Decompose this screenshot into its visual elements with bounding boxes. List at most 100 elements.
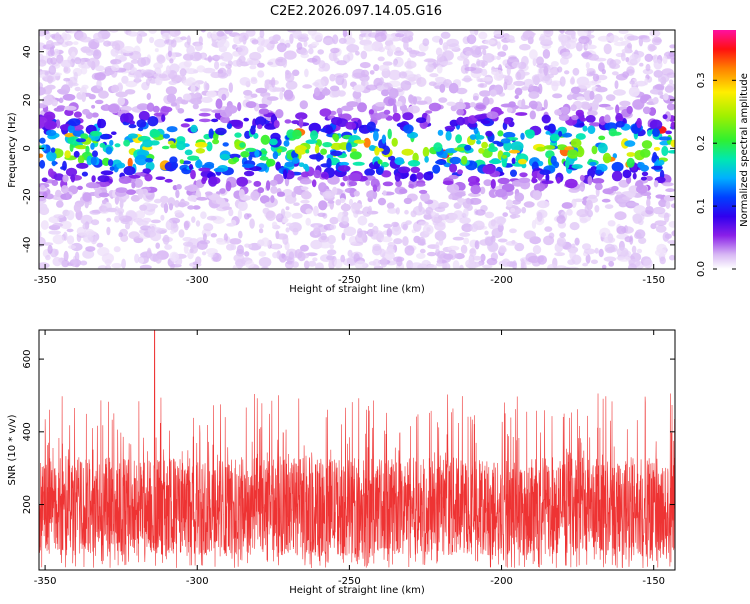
heatmap-cell xyxy=(532,190,542,201)
heatmap-cell xyxy=(141,72,152,77)
heatmap-cell xyxy=(272,87,283,92)
heatmap-cell xyxy=(142,168,152,174)
heatmap-cell xyxy=(50,147,56,153)
heatmap-cell xyxy=(400,80,412,91)
heatmap-cell xyxy=(501,159,507,168)
heatmap-cell xyxy=(616,256,626,260)
heatmap-cell xyxy=(381,170,392,178)
heatmap-cell xyxy=(319,108,332,117)
heatmap-cell xyxy=(292,129,302,140)
heatmap-cell xyxy=(469,134,477,141)
heatmap-cell xyxy=(44,71,49,76)
heatmap-cell xyxy=(424,156,429,163)
heatmap-cell xyxy=(670,203,675,209)
heatmap-cell xyxy=(163,202,169,214)
heatmap-cell xyxy=(99,134,110,140)
heatmap-cell xyxy=(483,179,493,187)
heatmap-cell xyxy=(201,96,213,103)
heatmap-cell xyxy=(439,38,443,46)
heatmap-cell xyxy=(402,223,408,231)
heatmap-cell xyxy=(139,204,148,211)
heatmap-cell xyxy=(496,216,506,226)
heatmap-cell xyxy=(153,62,164,70)
heatmap-cell xyxy=(350,202,363,210)
heatmap-cell xyxy=(482,164,496,175)
heatmap-cell xyxy=(292,157,300,164)
heatmap-cell xyxy=(194,92,202,98)
heatmap-cell xyxy=(537,255,547,265)
heatmap-cell xyxy=(146,93,151,100)
heatmap-cell xyxy=(532,245,542,255)
heatmap-cell xyxy=(497,238,508,243)
heatmap-cell xyxy=(653,38,662,43)
heatmap-cell xyxy=(121,75,129,84)
heatmap-cell xyxy=(335,75,345,86)
heatmap-cell xyxy=(434,206,446,213)
heatmap-cell xyxy=(39,262,50,269)
heatmap-cell xyxy=(439,61,453,66)
heatmap-cell xyxy=(211,31,218,40)
heatmap-cell xyxy=(115,91,128,98)
heatmap-cell xyxy=(97,247,110,257)
heatmap-cell xyxy=(490,142,495,150)
spectrogram-x-axis-label: Height of straight line (km) xyxy=(289,284,425,295)
heatmap-cell xyxy=(206,141,213,152)
heatmap-cell xyxy=(519,172,528,178)
heatmap-cell xyxy=(402,236,409,247)
heatmap-cell xyxy=(298,117,304,128)
heatmap-cell xyxy=(557,66,563,73)
heatmap-cell xyxy=(237,209,242,220)
heatmap-cell xyxy=(393,50,404,56)
heatmap-cell xyxy=(195,220,201,227)
heatmap-cell xyxy=(584,204,589,215)
heatmap-cell xyxy=(570,86,581,95)
heatmap-cell xyxy=(58,90,69,95)
heatmap-cell xyxy=(669,254,675,261)
heatmap-cell xyxy=(68,245,76,249)
heatmap-cell xyxy=(519,43,531,51)
heatmap-cell xyxy=(291,120,301,125)
x-tick-label: -200 xyxy=(490,275,513,286)
heatmap-cell xyxy=(638,237,647,245)
heatmap-cell xyxy=(403,197,413,205)
heatmap-cell xyxy=(657,91,664,96)
heatmap-cell xyxy=(117,96,126,106)
heatmap-cell xyxy=(161,106,173,113)
heatmap-cell xyxy=(292,69,300,77)
heatmap-cell xyxy=(44,120,57,130)
heatmap-cell xyxy=(475,135,485,140)
heatmap-cell xyxy=(300,171,310,178)
heatmap-cell xyxy=(184,149,193,156)
heatmap-cell xyxy=(445,131,452,141)
y-tick-label: 200 xyxy=(22,495,33,514)
heatmap-cell xyxy=(330,150,343,157)
heatmap-cell xyxy=(170,230,175,235)
heatmap-cell xyxy=(238,55,246,64)
heatmap-cell xyxy=(514,192,525,202)
heatmap-cell xyxy=(444,125,456,131)
heatmap-cell xyxy=(589,90,595,101)
heatmap-cell xyxy=(346,142,352,153)
heatmap-cell xyxy=(341,214,349,225)
heatmap-cell xyxy=(366,121,376,132)
heatmap-cell xyxy=(439,83,446,93)
heatmap-cell xyxy=(521,98,526,109)
heatmap-cell xyxy=(92,49,102,60)
heatmap-cell xyxy=(97,181,110,188)
heatmap-cell xyxy=(114,215,120,223)
heatmap-cell xyxy=(417,221,429,226)
heatmap-cell xyxy=(250,93,258,98)
heatmap-cell xyxy=(307,57,318,63)
heatmap-cell xyxy=(79,36,92,43)
heatmap-cell xyxy=(477,83,488,88)
heatmap-cell xyxy=(478,147,485,154)
heatmap-cell xyxy=(177,202,187,208)
heatmap-cell xyxy=(388,88,399,99)
spectrogram-frame xyxy=(38,29,676,270)
colorbar-tick-label: 0.1 xyxy=(696,198,707,214)
heatmap-cell xyxy=(377,159,383,165)
x-tick-label: -300 xyxy=(186,275,209,286)
heatmap-cell xyxy=(427,264,437,269)
heatmap-cell xyxy=(123,112,134,123)
heatmap-cell xyxy=(53,173,65,181)
